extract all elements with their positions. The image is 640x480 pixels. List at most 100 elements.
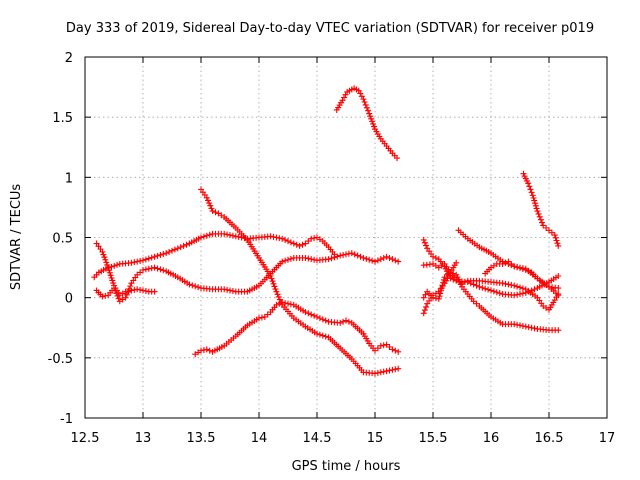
data-point — [525, 180, 532, 187]
data-point — [99, 293, 106, 300]
data-point — [511, 321, 518, 328]
data-point-interp — [287, 255, 294, 262]
data-point-interp — [108, 274, 115, 281]
data-point-interp — [311, 312, 318, 319]
data-point-interp — [224, 286, 231, 293]
data-point-interp — [553, 237, 560, 244]
data-point-interp — [195, 284, 202, 291]
data-point — [273, 301, 280, 308]
data-point-interp — [517, 284, 523, 291]
data-point — [366, 110, 373, 117]
data-point-interp — [131, 286, 138, 293]
data-point-interp — [517, 322, 523, 329]
data-point-interp — [200, 347, 207, 354]
data-point-interp — [148, 265, 155, 272]
data-point-interp — [104, 261, 111, 268]
data-point-interp — [311, 256, 318, 263]
data-point-interp — [227, 232, 233, 239]
data-point-interp — [357, 253, 364, 260]
data-point-interp — [271, 283, 278, 290]
data-point-interp — [386, 367, 393, 374]
data-point — [140, 257, 146, 264]
x-tick-label: 16.5 — [535, 431, 564, 446]
data-point-interp — [169, 247, 175, 254]
data-points — [91, 85, 562, 377]
data-point-interp — [505, 281, 512, 288]
data-point-interp — [272, 286, 279, 293]
data-point — [551, 297, 558, 304]
data-point — [186, 281, 193, 288]
data-point-interp — [274, 291, 281, 298]
data-point-interp — [389, 366, 396, 373]
data-point-interp — [177, 244, 184, 251]
data-point — [372, 258, 378, 265]
data-point — [499, 260, 506, 267]
data-point-interp — [380, 368, 387, 375]
data-point-interp — [537, 216, 544, 223]
data-point-interp — [270, 233, 277, 240]
data-point-interp — [308, 256, 315, 263]
data-point-interp — [124, 288, 131, 295]
data-point-interp — [386, 254, 393, 261]
data-point-interp — [270, 280, 277, 287]
data-point-interp — [322, 317, 329, 324]
data-point — [198, 234, 204, 241]
data-point — [290, 240, 297, 247]
data-point — [534, 208, 541, 215]
data-point-interp — [148, 254, 155, 261]
data-point — [377, 256, 384, 263]
data-point-interp — [268, 275, 275, 282]
data-point — [267, 273, 274, 280]
data-point-interp — [126, 286, 133, 293]
data-point-interp — [111, 262, 118, 269]
data-point-interp — [423, 303, 430, 310]
data-point — [221, 230, 228, 237]
data-point-interp — [328, 255, 335, 262]
x-tick-label: 13 — [135, 431, 152, 446]
data-point-interp — [285, 238, 291, 245]
data-point-interp — [340, 251, 347, 258]
y-tick-label: 2 — [65, 51, 73, 66]
data-point — [555, 292, 562, 299]
data-point-interp — [108, 263, 115, 270]
data-point-interp — [206, 200, 213, 207]
data-point — [102, 265, 109, 272]
data-point-interp — [392, 366, 399, 373]
y-tick-label: 1.5 — [52, 111, 73, 126]
y-axis-label: SDTVAR / TECUs — [9, 184, 24, 291]
data-point-interp — [160, 267, 167, 274]
data-point-interp — [311, 235, 318, 242]
x-tick-label: 12.5 — [71, 431, 100, 446]
data-point — [209, 208, 216, 215]
data-point-interp — [421, 239, 428, 246]
data-point — [128, 259, 135, 266]
data-point — [551, 232, 558, 239]
x-tick-label: 16 — [483, 431, 500, 446]
data-point-interp — [514, 291, 521, 298]
y-tick-labels: -1 -0.5 0 0.5 1 1.5 2 — [48, 51, 73, 427]
data-point-interp — [525, 324, 532, 331]
data-point-interp — [229, 232, 236, 239]
data-point-interp — [109, 277, 116, 284]
data-point-interp — [101, 254, 108, 261]
data-point — [337, 319, 344, 326]
data-point-interp — [319, 316, 326, 323]
data-point-interp — [275, 293, 282, 300]
data-point-interp — [142, 266, 149, 273]
data-point-interp — [207, 202, 214, 209]
x-tick-label: 15.5 — [419, 431, 448, 446]
data-point-interp — [206, 347, 213, 354]
data-point — [394, 155, 401, 162]
data-point-interp — [392, 257, 399, 264]
data-point — [360, 96, 367, 103]
data-point — [279, 235, 286, 242]
data-point-interp — [278, 299, 285, 306]
data-point — [511, 263, 518, 270]
data-point — [267, 233, 274, 240]
x-tick-label: 15 — [367, 431, 384, 446]
data-point — [111, 285, 117, 292]
data-point-interp — [528, 189, 535, 196]
data-point-interp — [370, 120, 377, 127]
data-point-interp — [269, 278, 276, 285]
data-point-interp — [192, 283, 199, 290]
